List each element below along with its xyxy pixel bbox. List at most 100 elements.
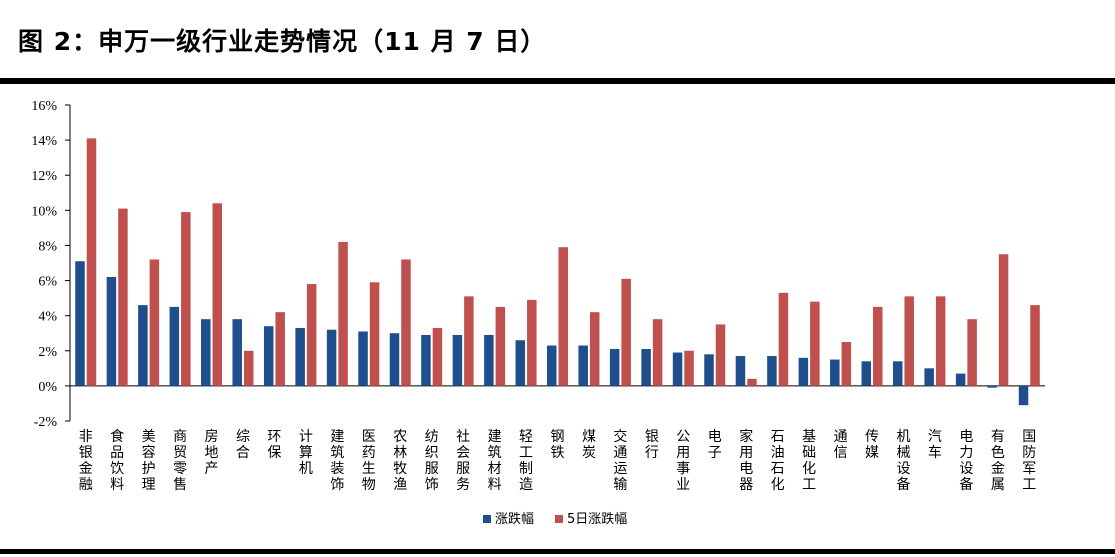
bar-daily [263,326,274,386]
chart-legend: 涨跌幅 5日涨跌幅 [483,511,627,527]
category-label: 石油石化 [771,429,785,493]
bar-chart: -2% 0% 2% 4% 6% 8% 10% 12% 14% 16% 非银金融 食品饮料 美容护理 商贸… [31,99,1045,527]
category-label: 美容护理 [142,429,156,493]
bar-5day [401,259,411,386]
y-tick-label: -2% [34,415,58,430]
category-label: 机械设备 [896,429,910,493]
bar-5day [715,324,726,386]
bar-daily [955,373,966,386]
bar-5day [684,350,694,386]
bar-daily [861,361,872,386]
category-label: 建筑材料 [488,429,502,493]
category-label: 交通运输 [613,428,627,493]
bar-5day [1030,305,1040,386]
category-label: 基础化工 [802,428,816,493]
bar-5day [464,296,474,386]
bar-5day [118,208,128,386]
bar-daily [389,333,400,386]
bar-5day [621,278,631,386]
bar-daily [326,329,337,386]
top-rule [0,78,1115,84]
bar-daily [138,305,148,386]
category-label: 煤炭 [582,429,596,461]
bar-daily [358,331,368,386]
y-tick-label: 16% [31,99,57,114]
category-label: 银行 [645,429,659,461]
bar-5day [841,342,852,386]
category-label: 医药生物 [362,429,376,493]
bar-daily [892,361,903,386]
legend-swatch-5day [555,515,563,523]
bar-5day [86,138,97,386]
bar-5day [935,296,946,386]
y-tick-label: 14% [31,134,57,149]
bar-5day [149,259,160,386]
bar-5day [306,284,317,386]
bar-5day [810,301,820,386]
category-label: 综合 [236,429,250,461]
category-label: 商贸零售 [173,429,187,493]
category-label: 钢铁 [551,429,565,461]
category-label: 家用电器 [739,428,753,493]
category-label: 社会服务 [456,429,470,493]
category-label: 轻工制造 [519,429,533,493]
figure-title: 图 2：申万一级行业走势情况（11 月 7 日） [18,27,547,56]
category-label: 食品饮料 [110,428,124,493]
category-label: 通信 [834,429,848,461]
chart-bars [75,138,1040,406]
bar-daily [1018,385,1029,406]
category-label: 房地产 [205,429,219,477]
y-tick-label: 4% [38,310,57,325]
y-tick-label: 12% [31,169,57,184]
bar-daily [169,306,180,386]
bar-daily [704,354,714,386]
category-label: 农林牧渔 [393,429,407,493]
bar-5day [998,254,1009,386]
bar-5day [181,212,191,386]
bar-5day [495,306,506,386]
category-label: 传媒 [865,429,879,461]
legend-label-5day: 5日涨跌幅 [567,511,627,527]
bar-5day [652,319,663,386]
bar-5day [873,306,883,386]
category-label: 纺织服饰 [425,429,439,493]
bar-daily [767,356,777,386]
bar-5day [212,203,223,386]
bar-5day [904,296,914,386]
bar-daily [106,277,117,386]
bar-daily [484,334,494,386]
bar-5day [369,282,380,386]
bar-5day [967,319,977,386]
bar-daily [515,340,526,386]
bar-5day [558,247,568,386]
y-tick-label: 6% [38,275,57,290]
category-label: 非银金融 [79,429,93,493]
category-label: 电力设备 [959,429,973,493]
bar-daily [987,385,997,388]
bar-daily [578,345,588,386]
bar-5day [275,312,285,386]
category-label: 公用事业 [676,429,690,493]
legend-swatch-daily [483,515,491,523]
bar-daily [452,334,463,386]
bar-daily [421,334,431,386]
bar-daily [735,356,746,386]
category-label: 电子 [708,429,722,461]
bar-5day [527,299,537,386]
bar-daily [641,349,651,386]
y-tick-label: 10% [31,204,57,219]
bar-5day [589,312,600,386]
bar-daily [798,357,809,386]
bar-5day [432,327,443,386]
y-tick-label: 2% [38,345,57,360]
y-tick-label: 0% [38,380,57,395]
bar-5day [778,292,789,386]
bar-daily [232,319,242,386]
y-tick-label: 8% [38,239,57,254]
bar-daily [295,327,305,386]
bar-5day [243,350,254,386]
category-label: 环保 [267,429,281,461]
bar-daily [924,368,934,386]
bar-5day [338,241,348,386]
